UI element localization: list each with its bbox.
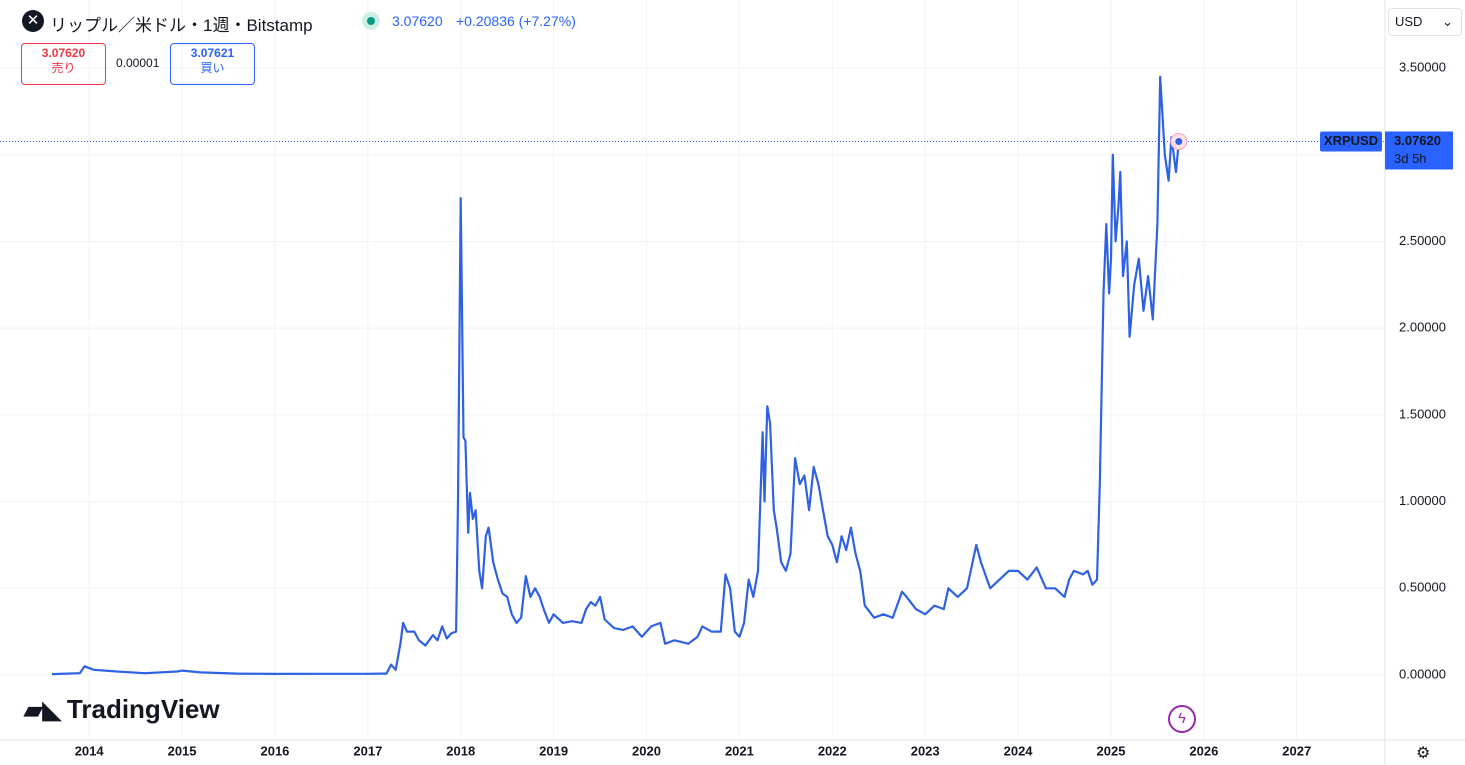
y-tick-label: 0.00000 [1399, 666, 1446, 681]
price-change: +0.20836 (+7.27%) [456, 13, 576, 29]
buy-label: 買い [200, 61, 225, 75]
symbol-icon: ✕ [22, 10, 44, 32]
currency: USD [1395, 14, 1423, 29]
x-tick-label: 2027 [1282, 743, 1311, 758]
buy-button[interactable]: 3.07621 買い [170, 43, 255, 85]
events-icon[interactable]: ϟ [1168, 705, 1196, 733]
x-tick-label: 2026 [1189, 743, 1218, 758]
currency-select[interactable]: USD ⌄ [1388, 8, 1462, 36]
spread: 0.00001 [116, 56, 160, 70]
y-tick-label: 2.00000 [1399, 320, 1446, 335]
x-tick-label: 2017 [353, 743, 382, 758]
logo: ▰◣ TradingView [24, 694, 220, 724]
sell-button[interactable]: 3.07620 売り [21, 43, 106, 85]
x-tick-label: 2016 [260, 743, 289, 758]
x-tick-label: 2023 [911, 743, 940, 758]
x-tick-label: 2018 [446, 743, 475, 758]
x-tick-label: 2014 [75, 743, 105, 758]
countdown: 3d 5h [1394, 151, 1427, 166]
y-tick-label: 2.50000 [1399, 233, 1446, 248]
y-tick-label: 1.00000 [1399, 493, 1446, 508]
sell-label: 売り [51, 61, 76, 75]
last-price: 3.07620 [392, 13, 443, 29]
settings-icon[interactable]: ⚙ [1416, 745, 1431, 762]
x-tick-label: 2022 [818, 743, 847, 758]
price-line [51, 75, 1180, 676]
sell-price: 3.07620 [41, 46, 86, 60]
y-tick-label: 3.50000 [1399, 59, 1446, 74]
x-tick-label: 2025 [1097, 743, 1126, 758]
y-tick-label: 1.50000 [1399, 406, 1446, 421]
last-point [1175, 137, 1183, 145]
buy-price: 3.07621 [190, 46, 235, 60]
x-tick-label: 2020 [632, 743, 661, 758]
x-tick-label: 2015 [168, 743, 197, 758]
y-tick-label: 0.50000 [1399, 580, 1446, 595]
symbol-label: XRPUSD [1324, 133, 1378, 148]
symbol-badge [1320, 131, 1382, 152]
x-tick-label: 2021 [725, 743, 754, 758]
chart-title: リップル／米ドル・1週・Bitstamp [50, 16, 313, 35]
x-tick-label: 2024 [1004, 743, 1034, 758]
status-dot [362, 12, 380, 30]
price-badge-label: 3.07620 [1394, 133, 1441, 148]
price-badge [1385, 131, 1453, 170]
logo-text: TradingView [66, 694, 220, 724]
x-tick-label: 2019 [539, 743, 568, 758]
